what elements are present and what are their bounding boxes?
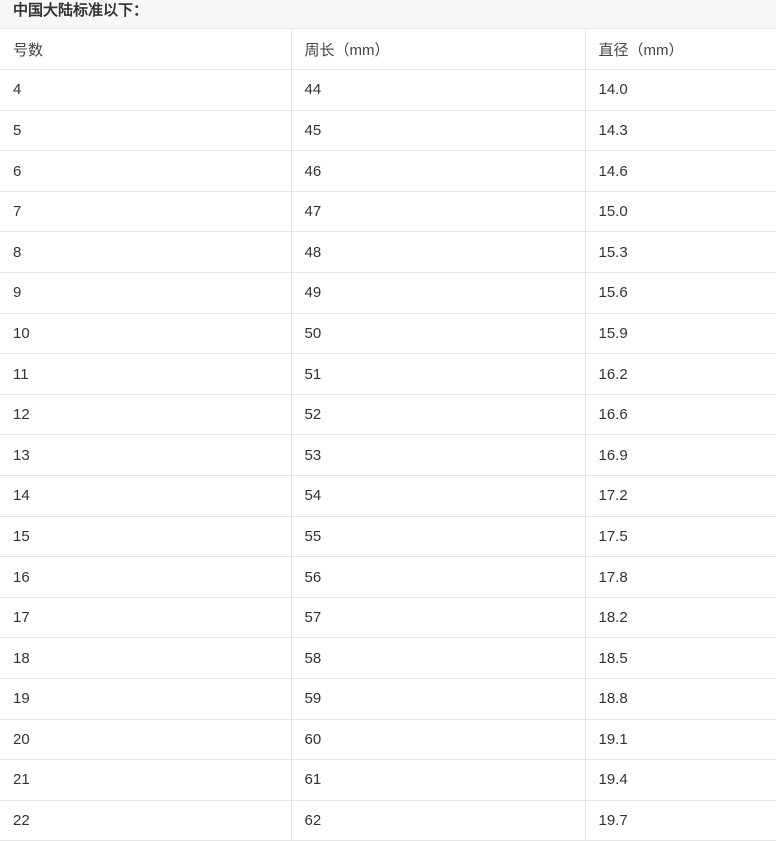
cell-diameter: 19.1 bbox=[585, 719, 776, 761]
table-row: 20 60 19.1 bbox=[0, 719, 776, 761]
cell-diameter: 19.7 bbox=[585, 800, 776, 841]
cell-diameter: 17.5 bbox=[585, 516, 776, 558]
cell-diameter: 18.5 bbox=[585, 637, 776, 679]
cell-size: 16 bbox=[0, 556, 292, 598]
table-row: 4 44 14.0 bbox=[0, 69, 776, 111]
cell-diameter: 18.8 bbox=[585, 678, 776, 720]
header-size: 号数 bbox=[0, 29, 292, 71]
table-row: 5 45 14.3 bbox=[0, 110, 776, 152]
cell-size: 15 bbox=[0, 516, 292, 558]
table-row: 11 51 16.2 bbox=[0, 353, 776, 395]
cell-size: 19 bbox=[0, 678, 292, 720]
cell-size: 9 bbox=[0, 272, 292, 314]
table-row: 22 62 19.7 bbox=[0, 800, 776, 841]
table-row: 6 46 14.6 bbox=[0, 150, 776, 192]
table-row: 15 55 17.5 bbox=[0, 516, 776, 558]
cell-size: 18 bbox=[0, 637, 292, 679]
cell-diameter: 16.6 bbox=[585, 394, 776, 436]
cell-circumference: 62 bbox=[291, 800, 586, 841]
table-row: 13 53 16.9 bbox=[0, 434, 776, 477]
cell-size: 21 bbox=[0, 759, 292, 801]
cell-circumference: 54 bbox=[291, 475, 586, 517]
cell-size: 11 bbox=[0, 353, 292, 395]
cell-circumference: 49 bbox=[291, 272, 586, 314]
cell-circumference: 53 bbox=[291, 434, 586, 477]
table-row: 12 52 16.6 bbox=[0, 394, 776, 436]
cell-size: 13 bbox=[0, 434, 292, 477]
cell-size: 10 bbox=[0, 313, 292, 355]
cell-diameter: 15.9 bbox=[585, 313, 776, 355]
cell-size: 22 bbox=[0, 800, 292, 841]
cell-diameter: 18.2 bbox=[585, 597, 776, 639]
cell-diameter: 15.6 bbox=[585, 272, 776, 314]
cell-diameter: 17.2 bbox=[585, 475, 776, 517]
cell-circumference: 58 bbox=[291, 637, 586, 679]
table-header-row: 号数 周长（mm） 直径（mm） bbox=[0, 29, 776, 71]
table-row: 9 49 15.6 bbox=[0, 272, 776, 314]
cell-diameter: 19.4 bbox=[585, 759, 776, 801]
cell-diameter: 15.0 bbox=[585, 191, 776, 233]
header-circumference: 周长（mm） bbox=[291, 29, 586, 71]
cell-diameter: 14.6 bbox=[585, 150, 776, 192]
cell-circumference: 57 bbox=[291, 597, 586, 639]
cell-circumference: 59 bbox=[291, 678, 586, 720]
table-row: 8 48 15.3 bbox=[0, 231, 776, 274]
cell-size: 5 bbox=[0, 110, 292, 152]
ring-size-table: 号数 周长（mm） 直径（mm） 4 44 14.0 5 45 14.3 6 46 14.6 7 4… bbox=[0, 29, 776, 841]
cell-diameter: 16.9 bbox=[585, 434, 776, 477]
cell-circumference: 51 bbox=[291, 353, 586, 395]
cell-diameter: 17.8 bbox=[585, 556, 776, 598]
cell-circumference: 48 bbox=[291, 231, 586, 274]
cell-diameter: 14.0 bbox=[585, 69, 776, 111]
cell-size: 4 bbox=[0, 69, 292, 111]
cell-circumference: 45 bbox=[291, 110, 586, 152]
table-caption: 中国大陆标准以下： bbox=[0, 0, 776, 29]
cell-circumference: 50 bbox=[291, 313, 586, 355]
table-row: 18 58 18.5 bbox=[0, 637, 776, 679]
cell-size: 17 bbox=[0, 597, 292, 639]
cell-circumference: 55 bbox=[291, 516, 586, 558]
table-row: 19 59 18.8 bbox=[0, 678, 776, 720]
cell-size: 12 bbox=[0, 394, 292, 436]
cell-size: 6 bbox=[0, 150, 292, 192]
table-row: 17 57 18.2 bbox=[0, 597, 776, 639]
cell-diameter: 16.2 bbox=[585, 353, 776, 395]
cell-diameter: 15.3 bbox=[585, 231, 776, 274]
header-diameter: 直径（mm） bbox=[585, 29, 776, 71]
cell-circumference: 47 bbox=[291, 191, 586, 233]
cell-circumference: 52 bbox=[291, 394, 586, 436]
table-row: 21 61 19.4 bbox=[0, 759, 776, 801]
table-row: 10 50 15.9 bbox=[0, 313, 776, 355]
cell-size: 14 bbox=[0, 475, 292, 517]
table-row: 7 47 15.0 bbox=[0, 191, 776, 233]
cell-size: 7 bbox=[0, 191, 292, 233]
cell-circumference: 60 bbox=[291, 719, 586, 761]
cell-circumference: 44 bbox=[291, 69, 586, 111]
cell-size: 8 bbox=[0, 231, 292, 274]
cell-circumference: 46 bbox=[291, 150, 586, 192]
cell-circumference: 61 bbox=[291, 759, 586, 801]
cell-diameter: 14.3 bbox=[585, 110, 776, 152]
table-row: 16 56 17.8 bbox=[0, 556, 776, 598]
cell-size: 20 bbox=[0, 719, 292, 761]
table-row: 14 54 17.2 bbox=[0, 475, 776, 517]
cell-circumference: 56 bbox=[291, 556, 586, 598]
